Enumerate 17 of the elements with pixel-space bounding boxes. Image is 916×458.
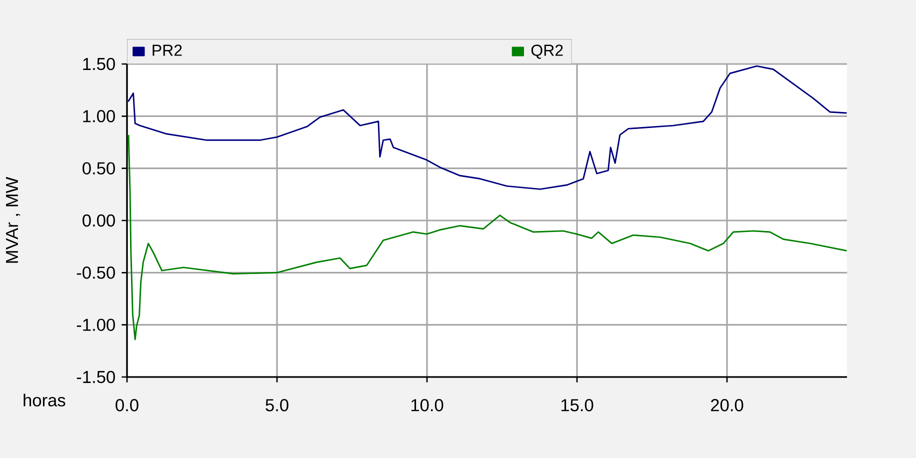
y-tick-label: 0.00 [82, 214, 115, 227]
y-axis-title: MVAr , MW [6, 176, 20, 263]
x-tick-label: 15.0 [561, 399, 594, 412]
y-tick-label: -0.50 [76, 266, 115, 279]
y-tick-label: 0.50 [82, 162, 115, 174]
x-tick-label: 10.0 [411, 399, 444, 412]
legend-label: PR2 [152, 44, 182, 56]
x-axis-title: horas [24, 394, 66, 406]
y-tick-label: 1.50 [83, 58, 115, 70]
x-tick-label: 0.0 [116, 399, 138, 412]
x-tick-label: 5.0 [266, 399, 288, 412]
line-series [128, 134, 848, 340]
legend-label: QR2 [531, 44, 563, 59]
y-tick-label: -1.50 [76, 370, 115, 384]
y-tick-label: -1.00 [76, 318, 115, 331]
y-tick-label: 1.00 [83, 110, 115, 122]
x-tick-label: 20.0 [711, 399, 744, 412]
